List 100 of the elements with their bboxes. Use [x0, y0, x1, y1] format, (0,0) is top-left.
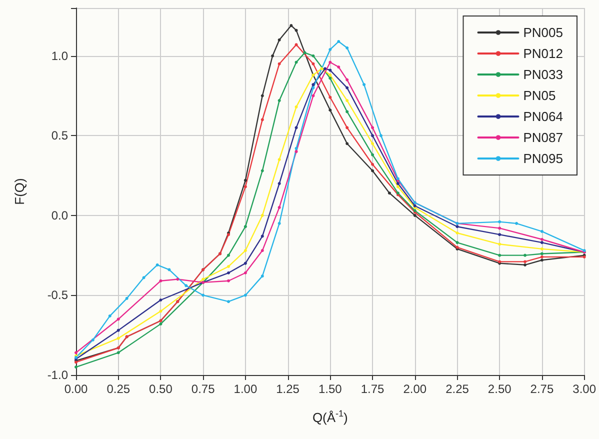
point	[456, 225, 459, 228]
point	[396, 182, 400, 186]
point	[278, 222, 281, 225]
y-tick-label: 0.5	[51, 128, 68, 143]
x-tick-label: 1.50	[318, 382, 342, 396]
point	[244, 271, 247, 274]
point	[524, 254, 527, 257]
point	[244, 294, 247, 297]
x-tick-label: 1.75	[360, 382, 385, 396]
point	[294, 60, 298, 64]
point	[396, 185, 400, 188]
point	[260, 94, 264, 98]
point	[294, 43, 298, 46]
point	[294, 105, 298, 108]
point	[371, 153, 374, 156]
legend-label: PN064	[523, 109, 563, 124]
point	[540, 255, 544, 258]
point	[184, 284, 188, 288]
point	[116, 328, 120, 332]
point	[244, 178, 247, 182]
point	[278, 38, 281, 42]
point	[540, 247, 544, 250]
point	[290, 24, 293, 28]
point	[278, 99, 281, 102]
point	[328, 48, 332, 51]
point	[371, 126, 374, 130]
point	[260, 249, 264, 252]
legend-label: PN05	[523, 88, 556, 103]
point	[524, 260, 527, 264]
point	[337, 66, 340, 69]
point	[260, 234, 264, 238]
point	[260, 214, 264, 217]
point	[337, 40, 340, 44]
point	[540, 252, 544, 256]
point	[456, 241, 459, 244]
point	[498, 226, 502, 230]
point	[244, 249, 247, 252]
point	[320, 67, 324, 70]
point	[515, 222, 518, 225]
y-tick-label: 1.0	[51, 48, 68, 63]
y-tick-label: -1.0	[47, 368, 68, 382]
point	[540, 238, 544, 241]
x-tick-label: 3.00	[572, 382, 596, 396]
point	[227, 254, 230, 257]
point	[278, 62, 281, 66]
y-tick-label: 0.0	[51, 208, 68, 222]
legend-label: PN005	[523, 25, 563, 40]
point	[346, 99, 349, 102]
point	[346, 78, 349, 82]
x-tick-label: 0.25	[106, 382, 130, 396]
point	[312, 54, 315, 58]
point	[346, 142, 349, 146]
point	[524, 263, 527, 266]
point	[227, 279, 230, 282]
point	[312, 62, 315, 66]
legend-label: PN095	[523, 151, 563, 166]
point	[159, 322, 162, 326]
point	[540, 230, 544, 233]
point	[202, 294, 205, 297]
point	[540, 241, 544, 244]
point	[142, 276, 146, 280]
point	[540, 258, 544, 262]
point	[294, 146, 298, 150]
x-tick-label: 2.50	[488, 382, 512, 396]
point	[168, 268, 171, 272]
point	[346, 46, 349, 50]
point	[91, 338, 94, 342]
point	[456, 231, 459, 234]
point	[328, 76, 332, 80]
point	[260, 274, 264, 278]
point	[312, 83, 315, 86]
point	[312, 94, 315, 98]
y-tick-label: -0.5	[47, 288, 68, 302]
point	[159, 298, 162, 302]
point	[116, 351, 120, 354]
point	[328, 60, 332, 64]
point	[278, 182, 281, 186]
point	[371, 134, 374, 138]
point	[278, 206, 281, 209]
point	[498, 242, 502, 246]
point	[244, 225, 247, 228]
point	[159, 279, 162, 282]
point	[244, 185, 247, 188]
point	[498, 233, 502, 236]
x-tick-label: 1.00	[234, 382, 258, 396]
point	[312, 86, 315, 90]
point	[74, 351, 78, 354]
point	[227, 300, 230, 304]
point	[328, 96, 332, 99]
legend-label: PN087	[523, 130, 563, 145]
x-tick-label: 1.25	[276, 382, 300, 396]
point	[271, 54, 274, 58]
legend-label: PN033	[523, 67, 563, 82]
legend-label: PN012	[523, 46, 563, 61]
point	[371, 169, 374, 172]
point	[116, 318, 120, 321]
point	[159, 310, 162, 313]
point	[371, 162, 374, 166]
point	[413, 214, 416, 217]
point	[371, 142, 374, 146]
